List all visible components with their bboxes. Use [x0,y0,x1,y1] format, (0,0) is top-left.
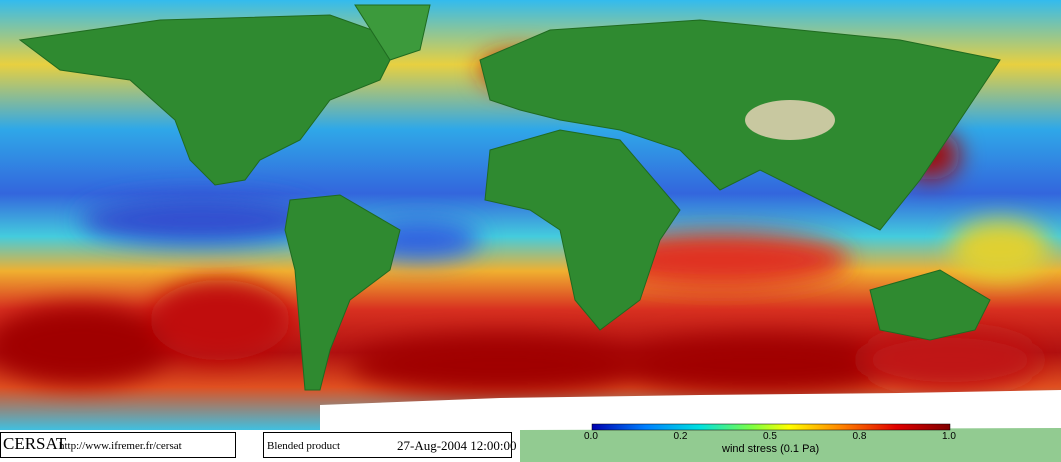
url: http://www.ifremer.fr/cersat [59,440,182,452]
antarctica [320,390,1061,430]
colorbar-tick-label: 1.0 [942,431,956,442]
colorbar-tick-label: 0.2 [673,431,688,442]
product-box: Blended product 27-Aug-2004 12:00:00 [263,432,517,458]
colorbar-label: wind stress (0.1 Pa) [722,443,820,455]
antarctica-relief [520,428,1061,462]
colorbar-tick-label: 0.0 [584,431,598,442]
colorbar [591,423,951,431]
date: 27-Aug-2004 12:00:00 [397,438,517,453]
product: Blended product [267,440,341,452]
colorbar-tick-label: 0.8 [852,431,867,442]
logo: CERSAT [3,434,67,453]
land [18,4,1001,391]
logo-box: CERSAT http://www.ifremer.fr/cersat [0,432,236,458]
colorbar-tick-label: 0.5 [763,431,777,442]
